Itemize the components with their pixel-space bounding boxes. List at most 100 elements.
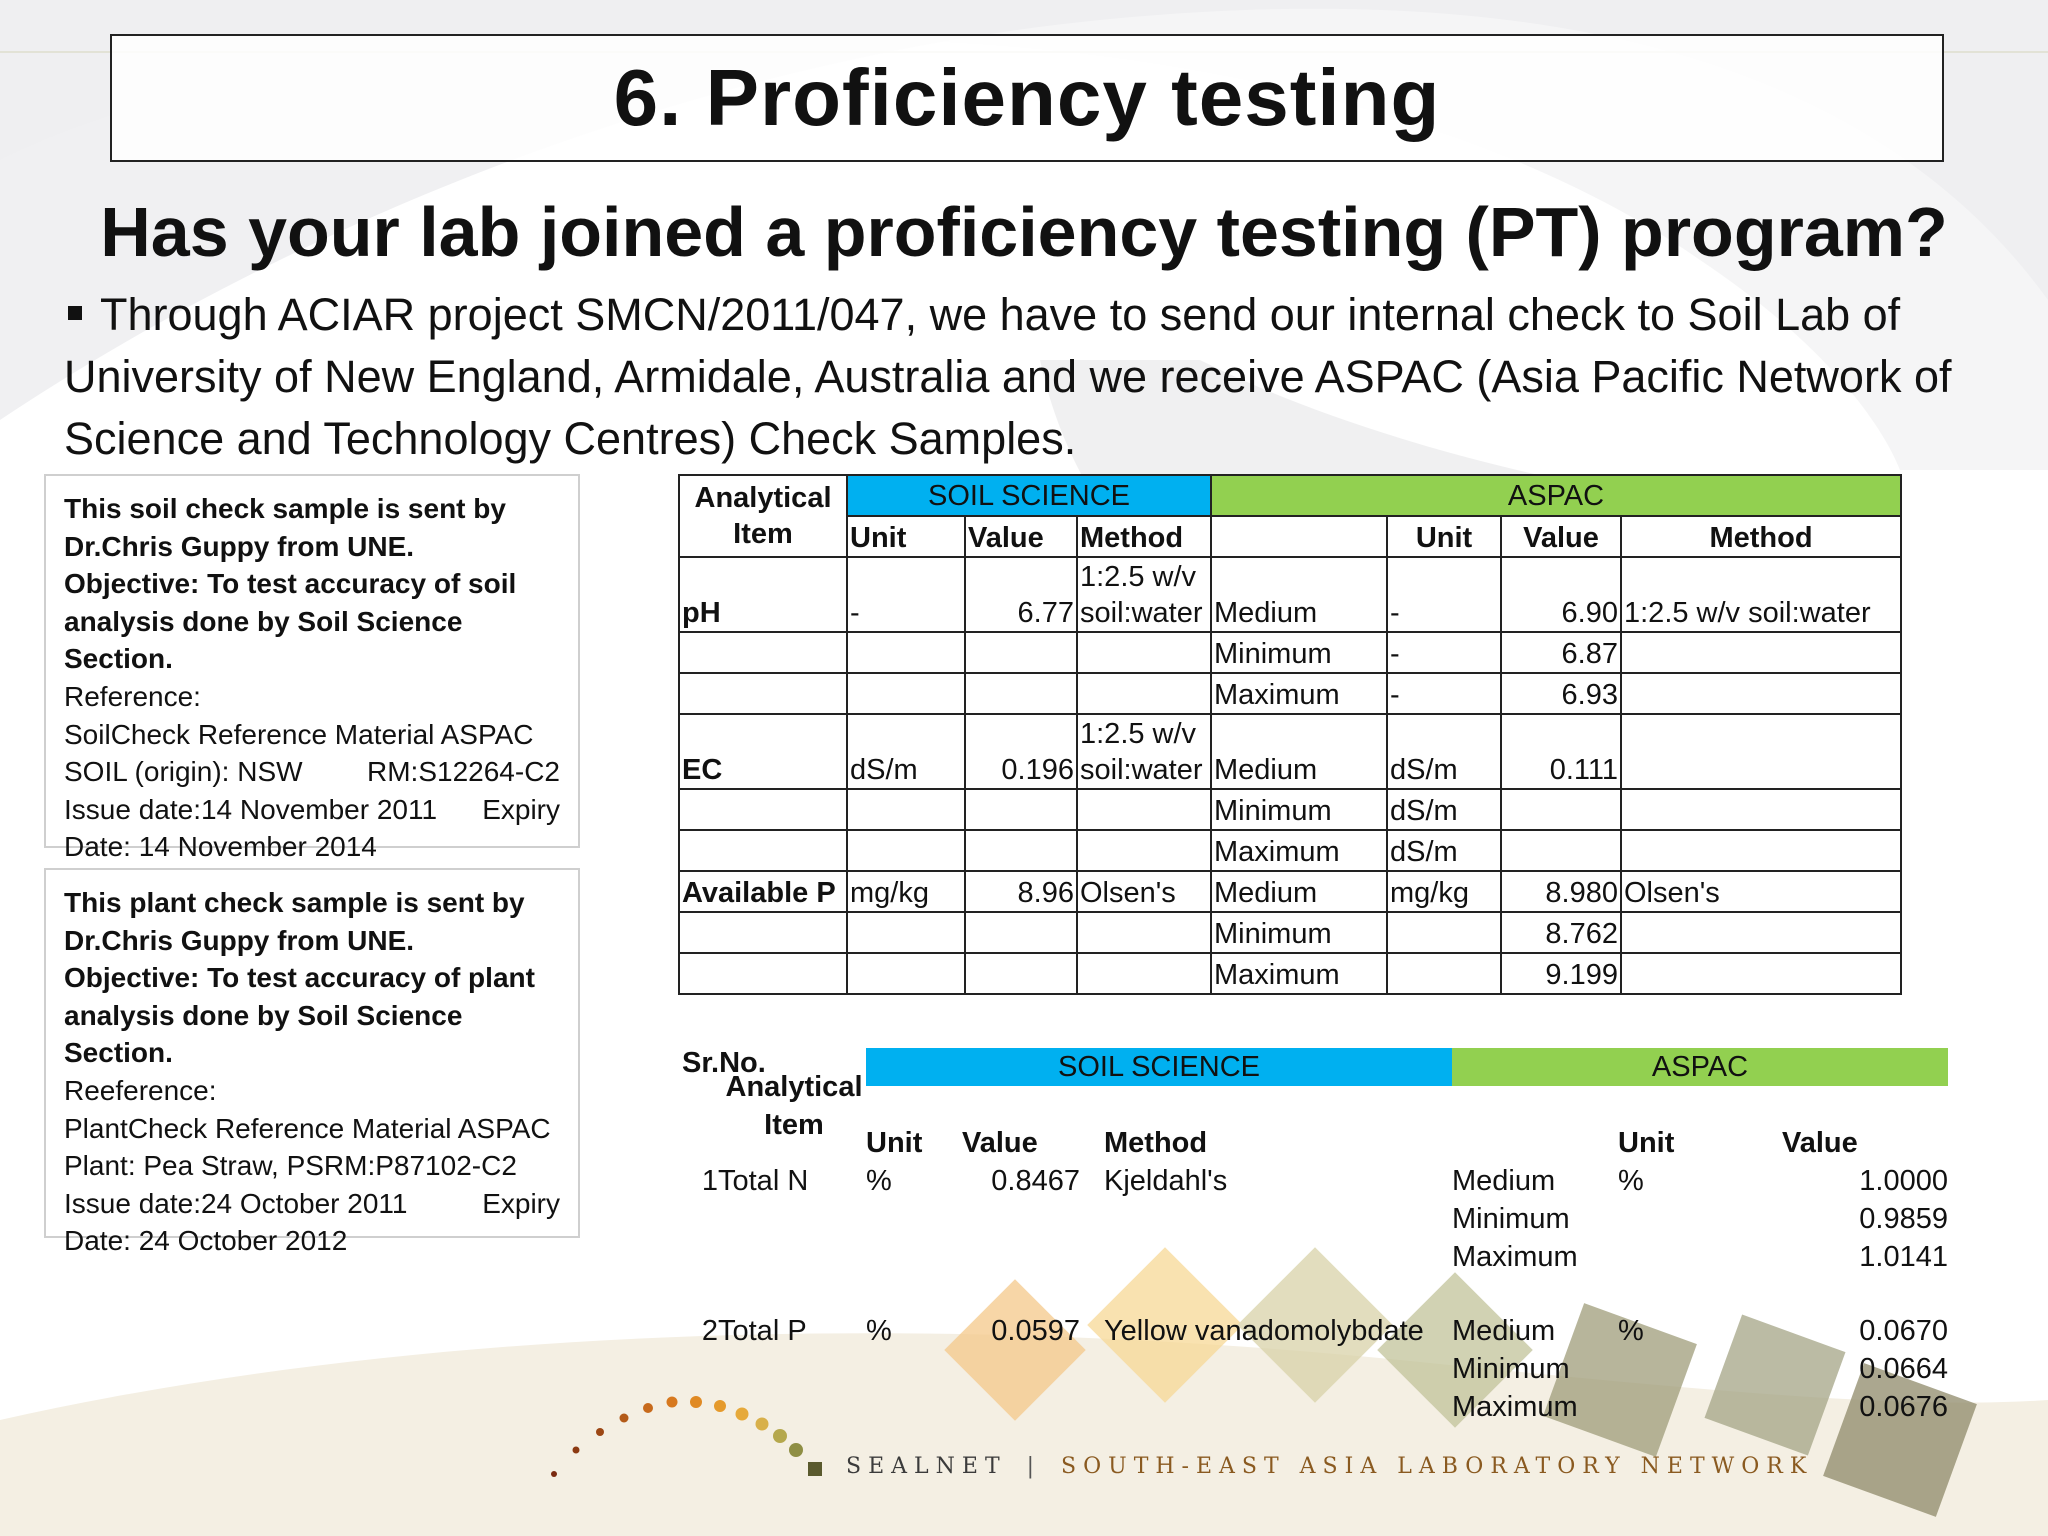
cell-unit	[846, 952, 966, 995]
cell-aspac-value: 1.0000	[1859, 1165, 1948, 1197]
cell-stat: Medium	[1210, 713, 1388, 790]
cell-aspac-unit: -	[1386, 631, 1502, 674]
cell-method	[1076, 952, 1212, 995]
cell-item	[678, 788, 848, 831]
soil-expiry-label: Expiry	[482, 793, 560, 825]
cell-method	[1076, 911, 1212, 954]
bullet-paragraph: Through ACIAR project SMCN/2011/047, we …	[64, 284, 1994, 470]
cell-value	[964, 631, 1078, 674]
header-aspac: ASPAC	[1452, 1048, 1948, 1086]
cell-stat: Minimum	[1210, 631, 1388, 674]
plant-box-line: Reeference:	[64, 1074, 217, 1106]
cell-aspac-method	[1620, 713, 1902, 790]
cell-aspac-value: 8.980	[1500, 870, 1622, 913]
cell-aspac-value: 0.111	[1500, 713, 1622, 790]
cell-aspac-value: 8.762	[1500, 911, 1622, 954]
cell-unit: -	[846, 556, 966, 633]
header-sr-no: Sr.No.	[682, 1047, 766, 1079]
cell-stat: Medium	[1210, 556, 1388, 633]
logo-name: SEALNET	[846, 1454, 1007, 1479]
sealnet-logo-text: SEALNET | SOUTH-EAST ASIA LABORATORY NET…	[846, 1454, 1813, 1479]
cell-aspac-value: 6.87	[1500, 631, 1622, 674]
cell-aspac-unit: mg/kg	[1386, 870, 1502, 913]
table-row: Minimum -6.87	[678, 631, 1902, 674]
cell-value: 0.196	[964, 713, 1078, 790]
cell-aspac-method: Olsen's	[1620, 870, 1902, 913]
cell-aspac-value: 9.199	[1500, 952, 1622, 995]
plant-box-line: Objective: To test accuracy of plant	[64, 962, 535, 994]
plant-box-line: Plant: Pea Straw, PSRM:P87102-C2	[64, 1150, 517, 1182]
cell-no: 1	[701, 1165, 718, 1197]
plant-expiry-date: Date: 24 October 2012	[64, 1225, 348, 1257]
cell-aspac-value: 0.0676	[1859, 1391, 1948, 1423]
cell-item	[678, 829, 848, 872]
header-aspac-method: Method	[1620, 515, 1902, 558]
plant-box-line: This plant check sample is sent by	[64, 887, 525, 918]
cell-aspac-unit: %	[1618, 1165, 1644, 1197]
logo-separator: |	[1026, 1454, 1042, 1479]
header-method: Method	[1104, 1127, 1208, 1159]
slide-subtitle: Has your lab joined a proficiency testin…	[100, 193, 1948, 271]
soil-box-line: Reference:	[64, 680, 201, 712]
cell-stat: Minimum	[1452, 1353, 1570, 1385]
cell-aspac-unit: -	[1386, 556, 1502, 633]
cell-aspac-method	[1620, 829, 1902, 872]
table-header-row: Analytical Item SOIL SCIENCE ASPAC	[678, 474, 1902, 558]
header-analytical-item: Analytical Item	[725, 1071, 863, 1141]
cell-method: Yellow vanadomolybdate	[1104, 1315, 1424, 1347]
soil-check-table: Analytical Item SOIL SCIENCE ASPAC Unit …	[678, 474, 1902, 995]
table-row: pH -6.77 1:2.5 w/v soil:water Medium -6.90 1:…	[678, 556, 1902, 633]
header-aspac: ASPAC	[1210, 474, 1902, 517]
cell-unit: dS/m	[846, 713, 966, 790]
cell-aspac-value: 0.9859	[1859, 1203, 1948, 1235]
logo-tagline: SOUTH-EAST ASIA LABORATORY NETWORK	[1061, 1454, 1814, 1479]
cell-stat: Maximum	[1210, 829, 1388, 872]
cell-value	[964, 672, 1078, 715]
cell-value	[964, 788, 1078, 831]
cell-item: Available P	[678, 870, 848, 913]
cell-item: pH	[678, 556, 848, 633]
soil-box-row: Issue date:14 November 2011 Expiry	[64, 791, 560, 829]
cell-stat: Maximum	[1210, 672, 1388, 715]
table-row: Minimum dS/m	[678, 788, 1902, 831]
cell-unit	[846, 911, 966, 954]
title-box: 6. Proficiency testing	[110, 34, 1944, 162]
bullet-text: Through ACIAR project SMCN/2011/047, we …	[64, 289, 1952, 464]
table-row: Maximum 9.199	[678, 952, 1902, 995]
soil-box-line: This soil check sample is sent by	[64, 493, 506, 524]
table-row: Maximum -6.93	[678, 672, 1902, 715]
plant-box-row: Issue date:24 October 2011 Expiry	[64, 1185, 560, 1223]
decorative-diamonds	[944, 1247, 1977, 1517]
cell-item	[678, 631, 848, 674]
cell-method: 1:2.5 w/v soil:water	[1076, 556, 1212, 633]
header-soil-science: SOIL SCIENCE	[866, 1048, 1452, 1086]
plant-box-line: analysis done by Soil Science Section.	[64, 999, 463, 1069]
cell-method: Olsen's	[1076, 870, 1212, 913]
cell-aspac-unit	[1386, 952, 1502, 995]
header-value: Value	[964, 515, 1078, 558]
soil-box-line: SoilCheck Reference Material ASPAC	[64, 718, 534, 750]
cell-value: 0.8467	[991, 1165, 1080, 1197]
cell-value: 0.0597	[991, 1315, 1080, 1347]
soil-box-line: analysis done by Soil Science Section.	[64, 605, 463, 675]
cell-aspac-value: 6.90	[1500, 556, 1622, 633]
soil-box-row: SOIL (origin): NSW RM:S12264-C2	[64, 753, 560, 791]
header-analytical-item: Analytical Item	[678, 474, 848, 558]
slide-title: 6. Proficiency testing	[613, 53, 1441, 142]
header-aspac-value: Value	[1500, 515, 1622, 558]
cell-aspac-unit: dS/m	[1386, 713, 1502, 790]
cell-stat: Minimum	[1210, 911, 1388, 954]
soil-expiry-date: Date: 14 November 2014	[64, 831, 377, 863]
header-unit: Unit	[846, 515, 966, 558]
header-soil-science: SOIL SCIENCE	[846, 474, 1212, 517]
sealnet-logo-dots	[551, 1396, 822, 1477]
cell-aspac-value: 0.0664	[1859, 1353, 1948, 1385]
cell-unit: %	[866, 1315, 892, 1347]
cell-stat: Minimum	[1452, 1203, 1570, 1235]
plant-expiry-label: Expiry	[482, 1187, 560, 1219]
cell-aspac-unit	[1386, 911, 1502, 954]
cell-value	[964, 952, 1078, 995]
bullet-square-icon	[68, 306, 82, 321]
header-method: Method	[1076, 515, 1212, 558]
